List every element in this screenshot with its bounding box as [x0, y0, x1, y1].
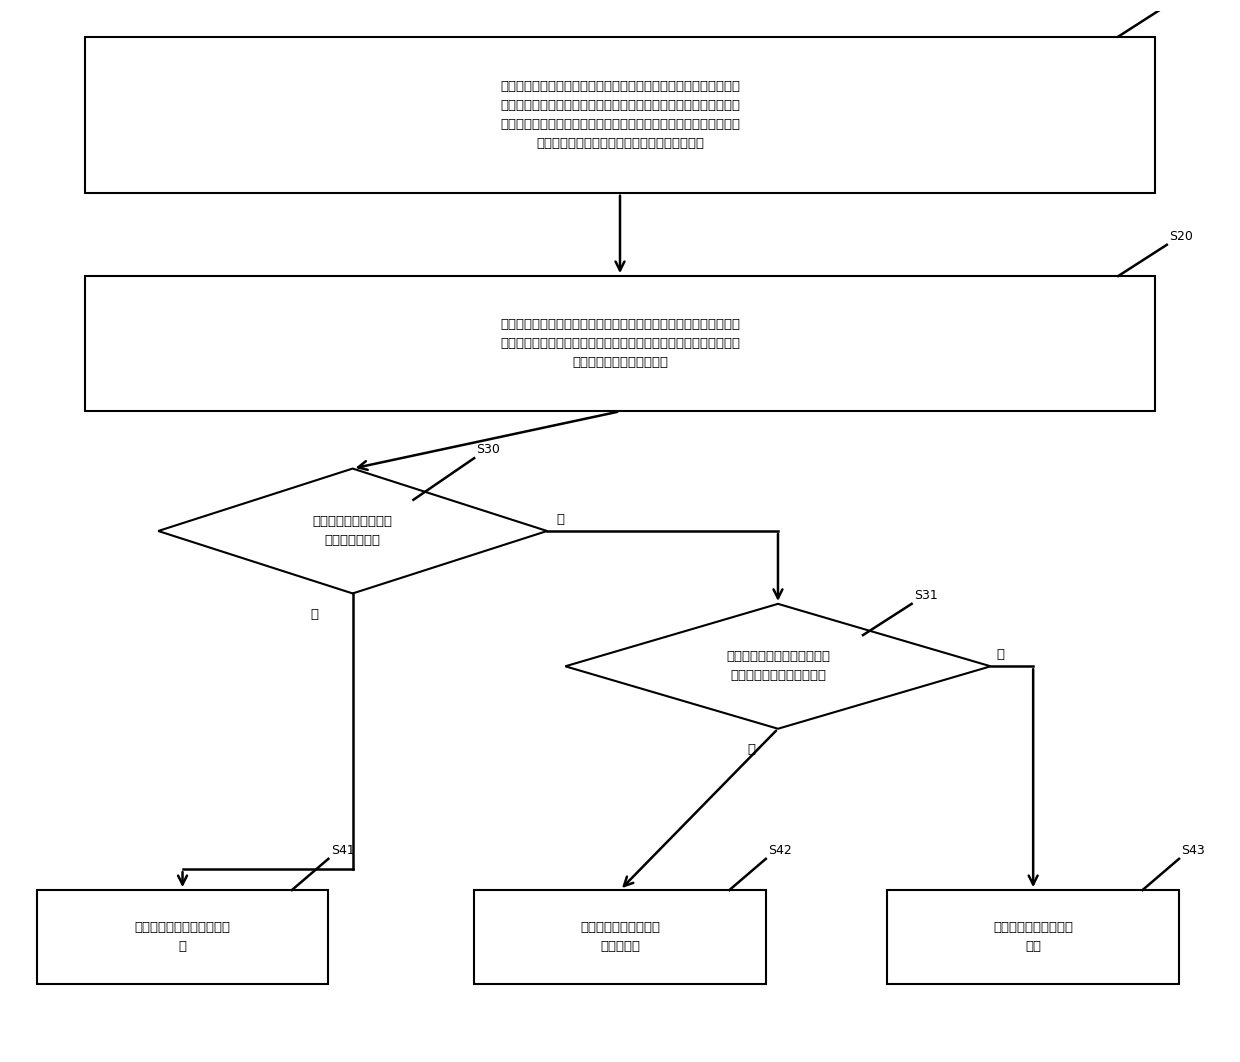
- Text: 否: 否: [997, 648, 1004, 661]
- Text: 是: 是: [310, 607, 319, 621]
- Text: S30: S30: [476, 443, 501, 456]
- Text: 获取推广位置上投放的当前应用在第三预设时间内的网络推广数据，
获取网络推广数据中运营数据的变量特征，把变量特征代入所述分类
器模型，得到预测累计营收: 获取推广位置上投放的当前应用在第三预设时间内的网络推广数据， 获取网络推广数据中…: [500, 319, 740, 370]
- Text: S43: S43: [1182, 843, 1205, 857]
- Text: 是: 是: [748, 743, 755, 756]
- Text: S10: S10: [1169, 0, 1193, 3]
- Text: 预测累计营收不低于预置值的
累计时长是否大于预定时长: 预测累计营收不低于预置值的 累计时长是否大于预定时长: [725, 650, 830, 682]
- Text: S31: S31: [914, 588, 937, 602]
- Text: S41: S41: [331, 843, 355, 857]
- Text: 将当前应用保持在推广
位置: 将当前应用保持在推广 位置: [993, 921, 1073, 953]
- Bar: [474, 890, 766, 983]
- Text: S20: S20: [1169, 229, 1193, 243]
- Text: 当前应用作为热门应用
推送给用户: 当前应用作为热门应用 推送给用户: [580, 921, 660, 953]
- Polygon shape: [159, 468, 547, 594]
- Text: S42: S42: [769, 843, 792, 857]
- Bar: [888, 890, 1179, 983]
- Bar: [86, 276, 1154, 411]
- Text: 替换推广位置上所述当前应
用: 替换推广位置上所述当前应 用: [134, 921, 231, 953]
- Text: 获取推广位置上第一预设时间内投放的历史应用在第二预设时间内的
网络推广数据，所述网络推广数据包括历史用户的运营数据和累计营
收；确定所述运营数据中与累计营收最相: 获取推广位置上第一预设时间内投放的历史应用在第二预设时间内的 网络推广数据，所述…: [500, 80, 740, 150]
- Text: 确定所述预测累计营收
是否低于预置值: 确定所述预测累计营收 是否低于预置值: [312, 515, 393, 547]
- Polygon shape: [565, 604, 991, 729]
- Bar: [37, 890, 329, 983]
- Text: 否: 否: [557, 513, 564, 526]
- Bar: [86, 37, 1154, 193]
